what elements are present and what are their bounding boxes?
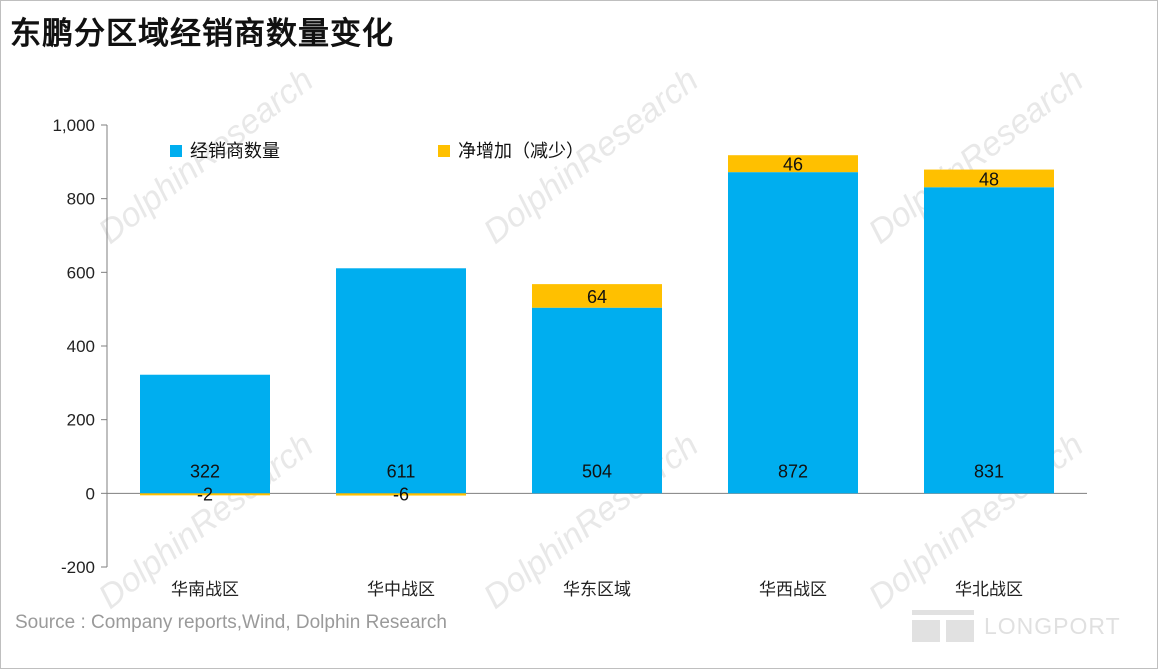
brand-text: LONGPORT xyxy=(984,612,1121,639)
label-dealer-count: 322 xyxy=(190,461,220,481)
source-note: Source : Company reports,Wind, Dolphin R… xyxy=(15,612,447,633)
y-tick-label: -200 xyxy=(61,558,95,577)
x-category-label: 华西战区 xyxy=(759,580,827,600)
bar-net-change xyxy=(924,169,1054,188)
bar-net-change xyxy=(532,284,662,308)
legend-label: 经销商数量 xyxy=(190,141,280,162)
label-dealer-count: 831 xyxy=(974,461,1004,481)
bars xyxy=(140,155,1054,496)
y-tick-label: 600 xyxy=(67,263,95,282)
bar-net-change xyxy=(336,493,466,496)
label-net-change: 46 xyxy=(783,155,803,175)
label-net-change: -2 xyxy=(197,484,213,504)
y-tick-label: 0 xyxy=(86,484,95,503)
legend-label: 净增加（减少） xyxy=(458,141,584,162)
bar-net-change xyxy=(140,493,270,496)
y-tick-label: 400 xyxy=(67,337,95,356)
y-tick-label: 1,000 xyxy=(52,116,95,135)
legend: 经销商数量 净增加（减少） xyxy=(170,141,584,162)
x-category-label: 华东区域 xyxy=(563,580,631,600)
label-dealer-count: 872 xyxy=(778,461,808,481)
bar-dealer-count xyxy=(336,268,466,494)
label-net-change: -6 xyxy=(393,484,409,504)
axes: -200 0 200 400 600 800 1,000 xyxy=(52,116,1087,577)
label-net-change: 48 xyxy=(979,169,999,189)
chart-title: 东鹏分区域经销商数量变化 xyxy=(10,16,394,52)
label-net-change: 64 xyxy=(587,287,607,307)
bar-net-change xyxy=(728,155,858,173)
data-labels: 322 -2 华南战区 611 -6 华中战区 504 64 华东区域 872 46 华西战区 831 4… xyxy=(171,155,1023,600)
bar-dealer-count xyxy=(924,187,1054,494)
y-tick-label: 200 xyxy=(67,411,95,430)
y-tick-label: 800 xyxy=(67,190,95,209)
label-dealer-count: 504 xyxy=(582,461,612,481)
legend-swatch xyxy=(438,145,450,157)
bar-dealer-count xyxy=(728,172,858,494)
bar-dealer-count xyxy=(140,374,270,494)
brand-logo: LONGPORT xyxy=(912,604,1121,648)
label-dealer-count: 611 xyxy=(387,461,416,481)
x-category-label: 华中战区 xyxy=(367,580,435,600)
x-category-label: 华南战区 xyxy=(171,580,239,600)
bar-dealer-count xyxy=(532,307,662,494)
legend-swatch xyxy=(170,145,182,157)
x-category-label: 华北战区 xyxy=(955,580,1023,600)
longport-logo-icon xyxy=(912,604,974,648)
